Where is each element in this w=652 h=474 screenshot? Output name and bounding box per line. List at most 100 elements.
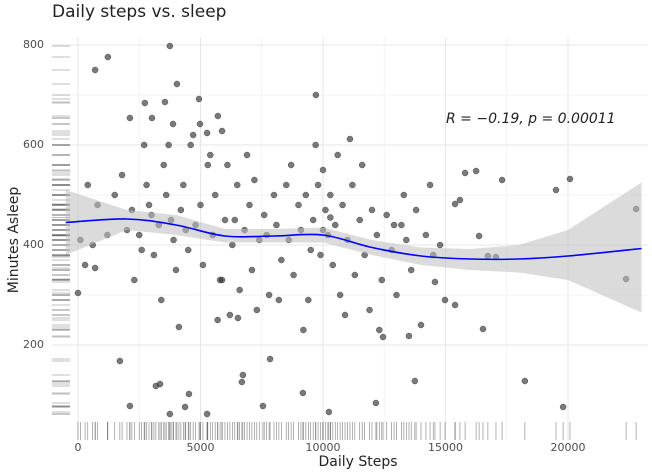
point [203, 129, 211, 137]
point [383, 211, 390, 219]
point [498, 176, 506, 184]
point [265, 291, 273, 299]
point [278, 256, 285, 264]
point [329, 261, 337, 269]
point [141, 99, 149, 107]
point [145, 201, 153, 209]
point [218, 127, 226, 135]
point [111, 191, 118, 199]
chart-title: Daily steps vs. sleep [52, 2, 226, 22]
point [390, 221, 398, 229]
point [196, 120, 204, 128]
point [253, 306, 261, 314]
point [378, 276, 386, 284]
annotation: R = −0.19, p = 0.00011 [446, 111, 616, 127]
point [161, 98, 169, 106]
point [126, 114, 134, 122]
point [376, 326, 383, 334]
point [160, 161, 167, 169]
point [251, 176, 258, 184]
point [189, 131, 197, 139]
point [479, 325, 487, 333]
point [181, 403, 189, 411]
point [300, 326, 307, 334]
point [248, 266, 256, 274]
point [170, 236, 177, 244]
point [317, 251, 324, 259]
point [319, 166, 327, 174]
point [270, 191, 278, 199]
point [346, 135, 354, 143]
point [172, 266, 180, 274]
point [426, 181, 434, 189]
point [214, 112, 222, 120]
point [243, 151, 251, 159]
point [309, 216, 317, 224]
y-tick-label: 400 [23, 238, 44, 251]
point [307, 246, 314, 254]
point [239, 371, 247, 379]
point [552, 186, 560, 194]
point [302, 191, 310, 199]
point [91, 66, 99, 74]
point [407, 266, 415, 274]
point [341, 311, 349, 319]
point [273, 221, 280, 229]
point [104, 53, 112, 61]
point [422, 231, 430, 239]
point [312, 91, 320, 99]
point [185, 390, 193, 398]
point [199, 261, 207, 269]
point [379, 333, 387, 341]
point [411, 377, 419, 385]
point [169, 120, 177, 128]
point [339, 201, 346, 209]
point [305, 296, 312, 304]
y-tick-label: 800 [23, 38, 44, 51]
point [322, 206, 329, 214]
point [204, 161, 212, 169]
point [436, 241, 444, 249]
point [138, 246, 145, 254]
point [312, 141, 319, 149]
point [81, 261, 89, 269]
point [431, 278, 439, 286]
point [373, 231, 381, 239]
point [207, 151, 214, 159]
point [325, 408, 333, 416]
point [203, 410, 211, 418]
point [231, 216, 239, 224]
point [405, 332, 413, 340]
point [118, 171, 126, 179]
point [400, 191, 408, 199]
point [150, 251, 158, 259]
x-tick-label: 20000 [551, 441, 586, 454]
point [165, 141, 172, 149]
point [451, 301, 459, 309]
point [336, 291, 344, 299]
point [351, 271, 359, 279]
point [299, 389, 307, 397]
point [195, 95, 203, 103]
point [126, 402, 134, 410]
smooth-line [65, 218, 642, 261]
point [358, 161, 366, 169]
point [173, 80, 181, 88]
y-tick-label: 600 [23, 138, 44, 151]
point [158, 296, 165, 304]
point [140, 141, 148, 149]
point [290, 271, 297, 279]
point [559, 403, 567, 411]
point [327, 191, 334, 199]
point [461, 169, 469, 177]
point [368, 206, 376, 214]
point [398, 221, 405, 229]
point [521, 377, 529, 385]
x-tick-label: 5000 [186, 441, 214, 454]
point [226, 311, 234, 319]
y-tick-label: 200 [23, 338, 44, 351]
point [91, 264, 99, 272]
point [417, 321, 425, 329]
point [451, 200, 459, 208]
